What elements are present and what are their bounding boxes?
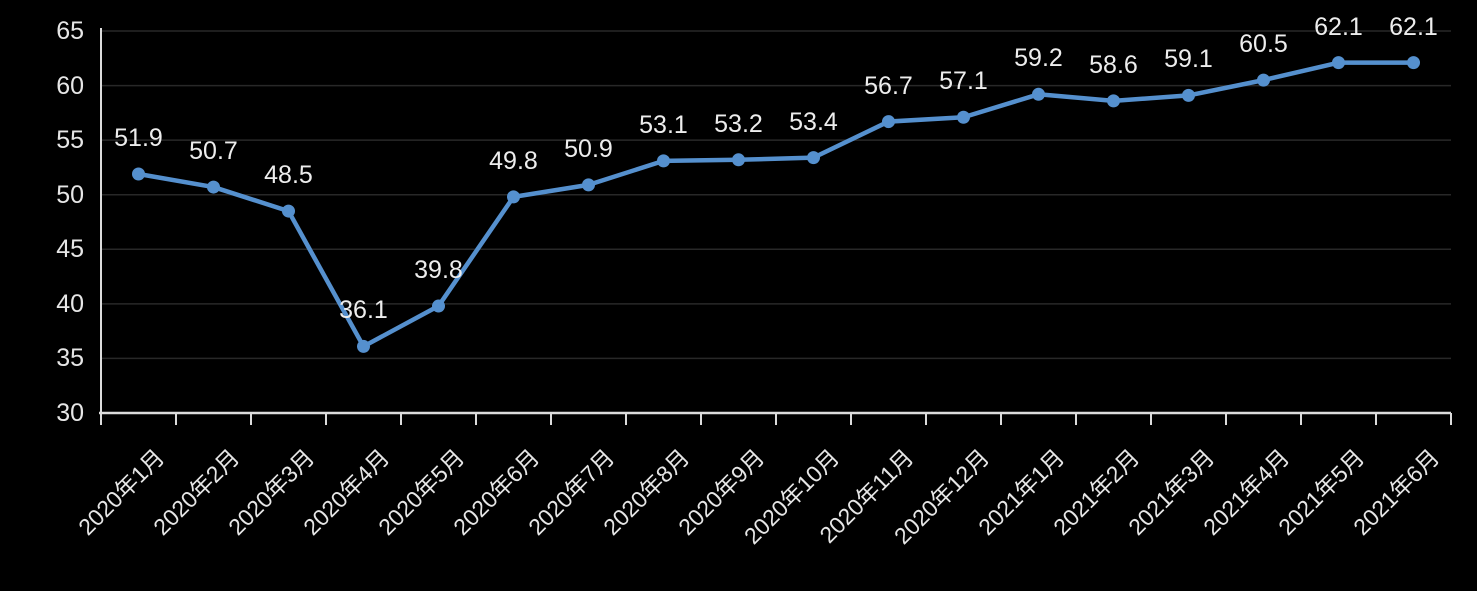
data-point-marker: [1332, 56, 1345, 70]
data-point-marker: [1407, 56, 1420, 70]
data-point-marker: [282, 204, 295, 218]
data-point-marker: [1257, 73, 1270, 87]
data-point-label: 59.2: [1014, 44, 1063, 73]
data-point-marker: [1107, 94, 1120, 108]
y-axis-label: 30: [56, 399, 84, 427]
data-point-label: 58.6: [1089, 50, 1138, 79]
data-point-marker: [1182, 88, 1195, 102]
y-axis-label: 35: [56, 344, 84, 373]
data-point-label: 50.9: [564, 134, 613, 163]
data-point-marker: [732, 153, 745, 167]
data-point-label: 53.2: [714, 109, 763, 138]
data-point-label: 51.9: [114, 123, 163, 152]
data-point-marker: [432, 299, 445, 313]
data-point-label: 62.1: [1314, 12, 1363, 41]
data-point-marker: [1032, 87, 1045, 101]
data-point-label: 49.8: [489, 146, 538, 175]
y-axis-label: 40: [56, 289, 84, 318]
data-point-label: 53.4: [789, 107, 838, 136]
data-point-marker: [657, 154, 670, 168]
data-point-label: 57.1: [939, 67, 988, 96]
data-point-label: 62.1: [1389, 12, 1438, 41]
y-axis-label: 65: [56, 17, 84, 45]
y-axis-label: 45: [56, 235, 84, 264]
data-point-label: 36.1: [339, 296, 388, 325]
data-point-label: 50.7: [189, 137, 238, 166]
data-point-label: 56.7: [864, 71, 913, 100]
data-point-marker: [882, 115, 895, 129]
data-point-marker: [957, 110, 970, 124]
data-point-label: 39.8: [414, 256, 463, 285]
data-point-label: 60.5: [1239, 30, 1288, 59]
data-point-label: 53.1: [639, 110, 688, 139]
data-point-marker: [207, 180, 220, 194]
series-line: [136, 60, 1416, 349]
y-axis-label: 50: [56, 180, 84, 209]
data-point-label: 48.5: [264, 161, 313, 190]
y-axis-label: 60: [56, 71, 84, 100]
data-point-label: 59.1: [1164, 45, 1213, 74]
y-axis-label: 55: [56, 126, 84, 155]
data-point-marker: [807, 151, 820, 165]
data-point-marker: [507, 190, 520, 204]
data-point-marker: [582, 178, 595, 192]
data-point-marker: [357, 339, 370, 353]
data-point-marker: [132, 167, 145, 181]
